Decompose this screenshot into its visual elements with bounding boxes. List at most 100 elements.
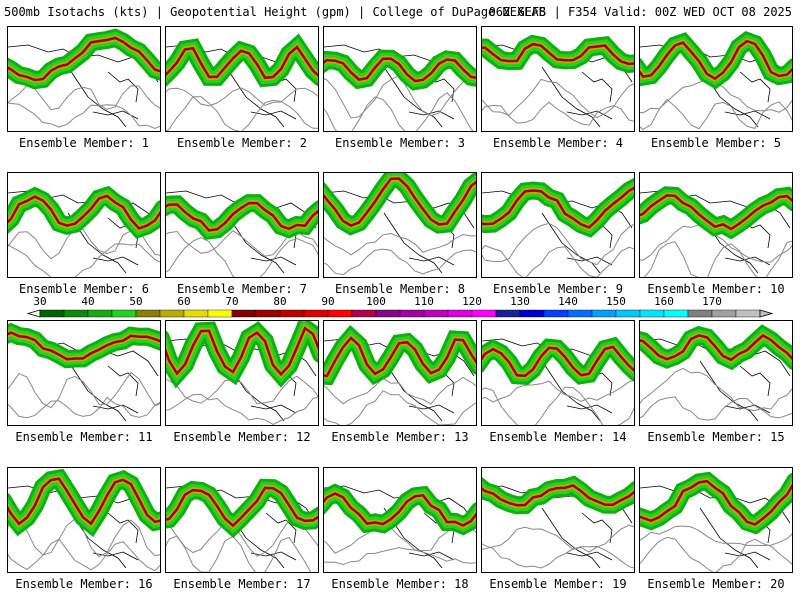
colorbar-tick-label: 120 [462, 295, 482, 308]
jet-core [482, 484, 634, 507]
ensemble-member-label: Ensemble Member: 11 [15, 430, 153, 444]
isotach-map [324, 483, 476, 569]
height-contour [640, 396, 792, 421]
colorbar-segment [447, 309, 473, 318]
height-contour [640, 98, 792, 131]
colorbar-segment [87, 309, 113, 318]
colorbar-tick-label: 100 [366, 295, 386, 308]
colorbar-segment [279, 309, 305, 318]
height-contour [482, 244, 634, 277]
ensemble-member-label: Ensemble Member: 10 [647, 282, 785, 296]
colorbar-tick-label: 160 [654, 295, 674, 308]
ensemble-member-label: Ensemble Member: 16 [15, 577, 153, 591]
height-contour [640, 367, 792, 412]
height-contour [166, 96, 318, 131]
ensemble-member-label: Ensemble Member: 20 [647, 577, 785, 591]
height-contour [324, 547, 476, 566]
jet-core [324, 336, 476, 378]
height-contour [482, 222, 634, 266]
jet-core [8, 194, 160, 230]
colorbar-segment [567, 309, 593, 318]
ensemble-panel [7, 172, 161, 278]
colorbar-tick-label: 30 [33, 295, 47, 308]
jet-core [640, 194, 792, 231]
colorbar-tick-label: 130 [510, 295, 530, 308]
ensemble-panel [7, 26, 161, 132]
ensemble-member-label: Ensemble Member: 3 [334, 136, 466, 150]
height-contour [324, 376, 476, 405]
height-contour [324, 248, 476, 276]
colorbar-max-arrow [759, 309, 774, 318]
colorbar-tick-label: 170 [702, 295, 722, 308]
isotach-map [324, 173, 476, 276]
colorbar-segment [255, 309, 281, 318]
colorbar-segment [399, 309, 425, 318]
colorbar-segment [135, 309, 161, 318]
ensemble-member-label: Ensemble Member: 15 [647, 430, 785, 444]
colorbar-tick-label: 150 [606, 295, 626, 308]
coastline [482, 485, 633, 569]
isotach-map [482, 34, 634, 128]
colorbar-segment [39, 309, 65, 318]
isotach-map [8, 468, 160, 572]
colorbar-tick-label: 40 [81, 295, 95, 308]
ensemble-panel [165, 172, 319, 278]
height-contour [482, 101, 634, 126]
ensemble-panel [481, 26, 635, 132]
colorbar-segment [375, 309, 401, 318]
height-contour [640, 536, 792, 572]
colorbar-tick-label: 80 [273, 295, 287, 308]
jet-core [8, 36, 160, 82]
jet-core [324, 57, 476, 83]
height-contour [644, 240, 792, 277]
jet-core [8, 477, 160, 526]
colorbar-tick-label: 60 [177, 295, 191, 308]
colorbar-segment [543, 309, 569, 318]
ensemble-panel [323, 26, 477, 132]
colorbar-segment [231, 309, 257, 318]
isotach-map [324, 324, 476, 425]
colorbar-segment [471, 309, 497, 318]
height-contour [324, 390, 476, 425]
colorbar-segment [663, 309, 689, 318]
map-header: 500mb Isotachs (kts) | Geopotential Heig… [4, 3, 796, 21]
ensemble-panel [639, 172, 793, 278]
ensemble-panel [481, 172, 635, 278]
jet-core [8, 331, 160, 361]
header-title: 500mb Isotachs (kts) | Geopotential Heig… [4, 5, 546, 19]
ensemble-member-label: Ensemble Member: 9 [492, 282, 624, 296]
jet-core [482, 186, 634, 229]
coastline [166, 485, 317, 569]
height-contour [8, 371, 160, 409]
isotach-colorbar [0, 296, 800, 320]
colorbar-segment [591, 309, 617, 318]
colorbar-segment [735, 309, 761, 318]
isotach-map [166, 478, 318, 572]
colorbar-tick-label: 90 [321, 295, 335, 308]
colorbar-segment [639, 309, 665, 318]
colorbar-tick-label: 110 [414, 295, 434, 308]
isotach-map [8, 28, 160, 130]
colorbar-tick-label: 140 [558, 295, 578, 308]
colorbar-segment [159, 309, 185, 318]
jet-core [324, 492, 476, 527]
height-contour [324, 232, 476, 256]
isotach-map [166, 33, 318, 131]
coastline [324, 44, 475, 128]
colorbar-segment [519, 309, 545, 318]
height-contour [482, 78, 634, 119]
height-contour [8, 243, 160, 277]
colorbar-tick-label: 70 [225, 295, 239, 308]
height-contour [8, 518, 160, 558]
ensemble-member-label: Ensemble Member: 2 [176, 136, 308, 150]
ensemble-panel [323, 467, 477, 573]
height-contour [166, 393, 318, 425]
colorbar-segment [495, 309, 521, 318]
ensemble-panel [323, 320, 477, 426]
ensemble-panel [165, 26, 319, 132]
height-contour [640, 525, 792, 547]
ensemble-member-label: Ensemble Member: 6 [18, 282, 150, 296]
colorbar-segment [327, 309, 353, 318]
jet-core [166, 201, 318, 232]
jet-core [324, 177, 476, 227]
